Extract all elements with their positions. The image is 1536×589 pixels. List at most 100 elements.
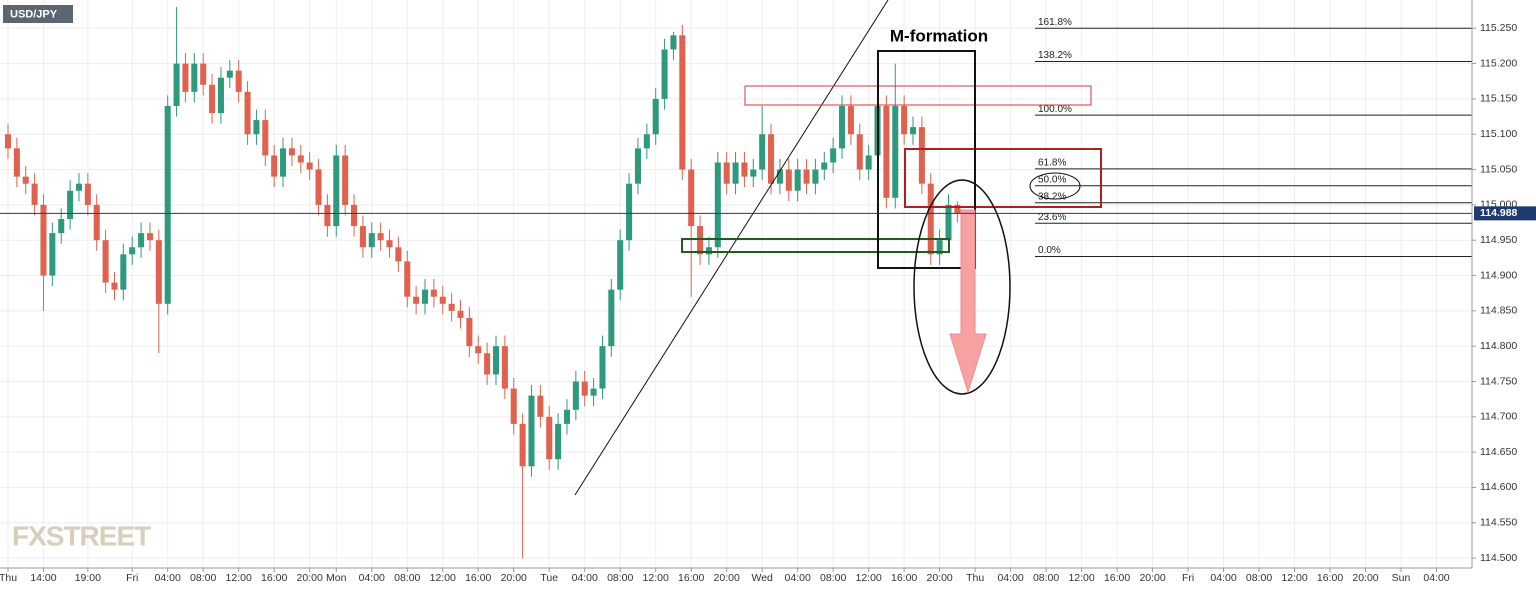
symbol: USD/JPY — [10, 8, 58, 20]
candle-body — [865, 155, 872, 170]
candle-body — [386, 240, 393, 248]
candle-body — [333, 155, 340, 227]
y-tick-label: 114.750 — [1480, 375, 1517, 387]
x-tick-label: 04:00 — [155, 572, 181, 584]
y-tick-label: 115.100 — [1480, 128, 1517, 140]
candle-body — [608, 289, 615, 347]
x-tick-label: 12:00 — [226, 572, 252, 584]
candle-body — [883, 105, 890, 198]
candle-body — [58, 219, 65, 234]
candle-body — [901, 105, 908, 135]
candle-body — [821, 162, 828, 170]
candle-body — [288, 148, 295, 156]
candle-body — [475, 346, 482, 354]
x-tick-label: 20:00 — [1139, 572, 1165, 584]
x-tick-label: 12:00 — [643, 572, 669, 584]
candle-body — [466, 317, 473, 347]
x-tick-label: 20:00 — [926, 572, 952, 584]
x-tick-label: 08:00 — [394, 572, 420, 584]
candle-body — [129, 247, 136, 255]
y-tick-label: 114.500 — [1480, 552, 1517, 564]
target-ellipse — [913, 179, 1011, 395]
y-tick-label: 114.900 — [1480, 269, 1517, 281]
x-tick-label: 12:00 — [430, 572, 456, 584]
symbol-badge — [3, 5, 73, 23]
x-tick-label: 16:00 — [1104, 572, 1130, 584]
x-tick-label: 04:00 — [1423, 572, 1449, 584]
x-tick-label: 08:00 — [820, 572, 846, 584]
candle-body — [750, 169, 757, 177]
candle-body — [936, 240, 943, 255]
candle-body — [626, 183, 633, 241]
x-tick-label: 16:00 — [678, 572, 704, 584]
last-price-label: 114.988 — [1480, 207, 1518, 219]
candle-body — [528, 395, 535, 467]
fib-label: 161.8% — [1038, 17, 1072, 28]
candle-body — [776, 169, 783, 184]
candle-body — [590, 388, 597, 396]
candle-body — [271, 155, 278, 177]
down-arrow — [949, 209, 987, 394]
candle-body — [856, 134, 863, 170]
candles — [4, 7, 961, 559]
candle-body — [306, 162, 313, 170]
candle-body — [4, 134, 12, 149]
candle-body — [741, 162, 748, 177]
candle-body — [22, 176, 29, 184]
candle-body — [918, 127, 925, 184]
candle-body — [572, 381, 579, 410]
fib-label: 0.0% — [1038, 245, 1061, 256]
fib-label: 38.2% — [1038, 191, 1066, 202]
x-tick-label: 04:00 — [1210, 572, 1236, 584]
x-tick-label: 20:00 — [714, 572, 740, 584]
candle-body — [226, 70, 233, 78]
y-tick-label: 115.250 — [1480, 22, 1517, 34]
fib-label: 138.2% — [1038, 50, 1072, 61]
x-tick-label: 20:00 — [297, 572, 323, 584]
candle-body — [253, 120, 260, 135]
candle-body — [430, 289, 437, 297]
candle-body — [280, 148, 287, 177]
y-tick-label: 114.650 — [1480, 446, 1517, 458]
fib-label: 61.8% — [1038, 157, 1066, 168]
y-tick-label: 114.950 — [1480, 234, 1517, 246]
candle-body — [501, 346, 508, 389]
candle-body — [217, 77, 224, 114]
x-tick-label: 08:00 — [1033, 572, 1059, 584]
x-tick-label: Fri — [126, 572, 138, 584]
candle-body — [155, 240, 162, 304]
candle-body — [892, 105, 899, 198]
candle-body — [803, 169, 810, 184]
x-tick-label: Mon — [326, 572, 347, 584]
x-tick-label: 04:00 — [785, 572, 811, 584]
candle-body — [581, 381, 588, 396]
annotation: M-formation — [890, 26, 988, 45]
x-tick-label: 12:00 — [856, 572, 882, 584]
candle-body — [191, 63, 198, 92]
candle-body — [244, 91, 251, 135]
fib-label: 23.6% — [1038, 212, 1066, 223]
candle-body — [617, 240, 624, 290]
candle-body — [262, 120, 269, 156]
y-tick-label: 114.800 — [1480, 340, 1517, 352]
candle-body — [759, 134, 766, 170]
candle-body — [768, 134, 775, 184]
fib-ellipse — [1029, 172, 1081, 200]
x-tick-label: 08:00 — [607, 572, 633, 584]
x-tick-label: 16:00 — [261, 572, 287, 584]
x-tick-label: 14:00 — [30, 572, 56, 584]
candle-body — [839, 105, 846, 149]
x-tick-label: 04:00 — [997, 572, 1023, 584]
candle-body — [484, 353, 491, 375]
candle-body — [49, 233, 56, 276]
axis-bg — [1472, 0, 1536, 589]
axis-bg — [0, 568, 1536, 589]
candle-body — [395, 247, 402, 262]
x-tick-label: 20:00 — [501, 572, 527, 584]
x-tick-label: Thu — [0, 572, 17, 584]
candle-body — [492, 346, 500, 375]
candle-body — [315, 169, 322, 205]
candle-body — [351, 204, 358, 227]
fib-label: 50.0% — [1038, 174, 1066, 185]
